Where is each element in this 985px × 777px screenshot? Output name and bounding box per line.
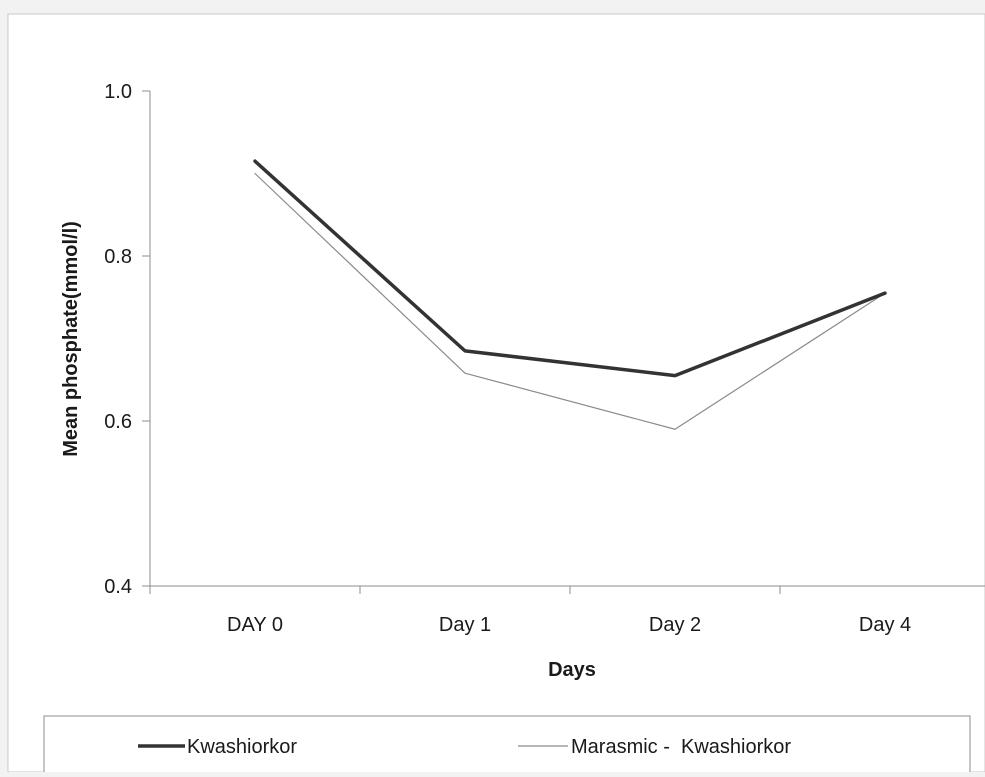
y-tick-label: 1.0 <box>104 81 132 103</box>
x-tick-label: Day 4 <box>859 614 911 636</box>
chart-area <box>8 14 985 772</box>
x-tick-label: DAY 0 <box>227 614 283 636</box>
y-axis-title: Mean phosphate(mmol/l) <box>60 221 82 457</box>
legend-box <box>44 716 970 772</box>
y-tick-label: 0.6 <box>104 411 132 433</box>
y-tick-label: 0.4 <box>104 576 132 598</box>
legend-label-marasmic-kwashiorkor: Marasmic - Kwashiorkor <box>571 736 791 758</box>
x-tick-label: Day 1 <box>439 614 491 636</box>
legend: Kwashiorkor Marasmic - Kwashiorkor <box>44 716 970 772</box>
x-axis-title: Days <box>548 659 596 681</box>
y-tick-label: 0.8 <box>104 246 132 268</box>
legend-label-kwashiorkor: Kwashiorkor <box>187 736 297 758</box>
x-tick-label: Day 2 <box>649 614 701 636</box>
